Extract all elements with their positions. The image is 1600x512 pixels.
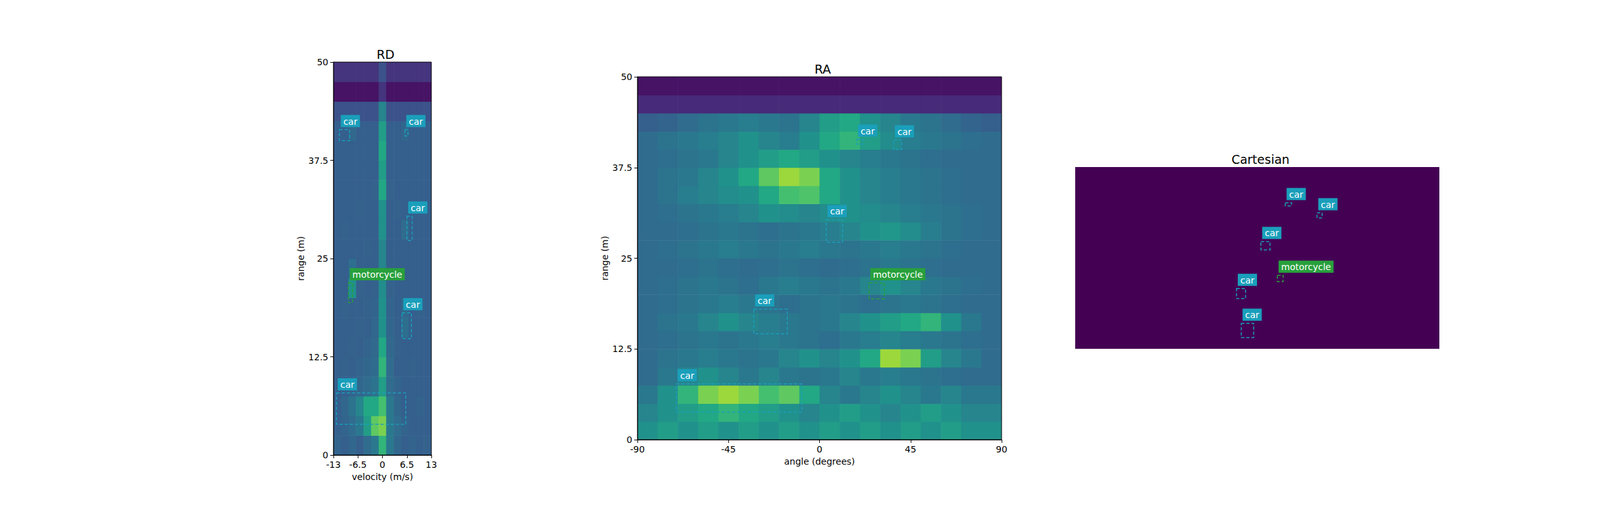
svg-text:car: car — [1288, 189, 1304, 200]
svg-text:-6.5: -6.5 — [349, 459, 367, 470]
svg-text:6.5: 6.5 — [400, 459, 415, 470]
svg-text:range (m): range (m) — [599, 236, 610, 281]
svg-text:car: car — [757, 295, 772, 306]
svg-text:45: 45 — [904, 444, 917, 455]
svg-text:car: car — [1244, 309, 1259, 320]
svg-text:25: 25 — [620, 253, 633, 264]
svg-text:37.5: 37.5 — [308, 155, 329, 166]
svg-text:motorcycle: motorcycle — [872, 269, 923, 280]
svg-text:car: car — [343, 116, 358, 127]
svg-text:12.5: 12.5 — [612, 343, 633, 354]
svg-text:-13: -13 — [326, 459, 342, 470]
svg-text:50: 50 — [620, 71, 633, 82]
svg-text:0: 0 — [379, 459, 386, 470]
svg-text:car: car — [410, 202, 425, 214]
svg-text:car: car — [1240, 275, 1255, 286]
svg-text:-90: -90 — [630, 444, 646, 455]
svg-text:car: car — [1320, 199, 1336, 210]
svg-text:25: 25 — [316, 253, 329, 264]
svg-text:37.5: 37.5 — [612, 162, 633, 173]
svg-text:car: car — [860, 126, 875, 137]
svg-text:car: car — [405, 299, 420, 310]
svg-text:range (m): range (m) — [295, 236, 306, 281]
svg-text:car: car — [340, 379, 355, 390]
svg-text:50: 50 — [316, 56, 329, 68]
svg-text:car: car — [897, 126, 912, 137]
svg-text:car: car — [680, 370, 695, 381]
svg-text:RA: RA — [814, 62, 831, 77]
svg-text:0: 0 — [816, 444, 823, 455]
svg-text:0: 0 — [626, 434, 633, 445]
svg-text:angle (degrees): angle (degrees) — [784, 456, 856, 467]
svg-text:car: car — [408, 116, 424, 127]
svg-text:motorcycle: motorcycle — [352, 269, 403, 280]
svg-text:motorcycle: motorcycle — [1281, 261, 1332, 272]
svg-text:13: 13 — [425, 459, 438, 470]
svg-text:velocity (m/s): velocity (m/s) — [352, 471, 414, 482]
svg-text:12.5: 12.5 — [308, 352, 329, 363]
svg-text:RD: RD — [376, 47, 395, 62]
svg-text:90: 90 — [995, 444, 1008, 455]
svg-text:0: 0 — [322, 449, 329, 461]
svg-text:-45: -45 — [721, 444, 736, 455]
svg-text:car: car — [830, 206, 845, 217]
svg-text:car: car — [1264, 227, 1279, 239]
svg-text:Cartesian: Cartesian — [1231, 152, 1290, 167]
